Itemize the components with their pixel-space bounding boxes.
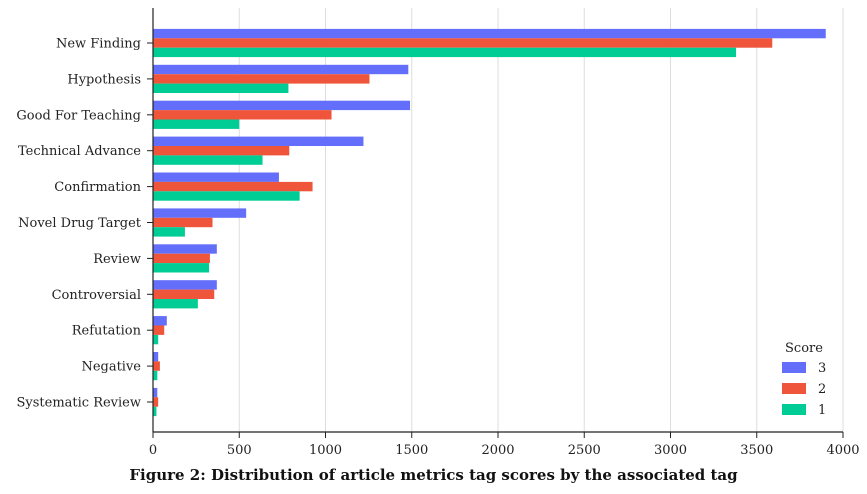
category-label: Negative [81, 360, 141, 375]
bar-novel-drug-target-score-2 [153, 217, 213, 228]
bar-technical-advance-score-1 [153, 155, 263, 165]
bar-systematic-review-score-2 [153, 397, 159, 407]
x-tick-label: 500 [227, 443, 252, 458]
bar-confirmation-score-1 [153, 191, 300, 201]
axes [147, 8, 844, 438]
bar-hypothesis-score-2 [153, 74, 370, 84]
bar-confirmation-score-2 [153, 181, 313, 192]
category-label: Review [93, 252, 141, 267]
bar-systematic-review-score-3 [153, 387, 158, 398]
category-label: Good For Teaching [16, 108, 141, 123]
x-tick-label: 0 [149, 443, 157, 458]
legend-label-1: 1 [818, 403, 826, 418]
category-label: Technical Advance [18, 144, 141, 159]
bar-novel-drug-target-score-1 [153, 227, 185, 237]
bar-negative-score-2 [153, 361, 160, 371]
x-tick-label: 4000 [826, 443, 859, 458]
category-label: Confirmation [54, 180, 141, 195]
bar-new-finding-score-3 [153, 28, 826, 39]
bar-systematic-review-score-1 [153, 406, 157, 417]
category-label: Systematic Review [16, 396, 141, 411]
legend-swatch-2 [782, 383, 806, 394]
x-tick-label: 2000 [481, 443, 514, 458]
bar-refutation-score-2 [153, 325, 165, 335]
bar-negative-score-3 [153, 352, 159, 362]
bar-new-finding-score-2 [153, 38, 773, 48]
legend-label-2: 2 [818, 382, 826, 397]
bar-good-for-teaching-score-1 [153, 119, 240, 129]
category-labels: New Finding Hypothesis Good For Teaching Te… [16, 37, 141, 411]
bar-technical-advance-score-2 [153, 146, 290, 156]
x-tick-label: 1500 [395, 443, 428, 458]
bars [153, 28, 826, 417]
category-label: Refutation [72, 324, 142, 339]
x-tick-label: 3500 [740, 443, 773, 458]
legend-swatch-1 [782, 404, 806, 415]
bar-review-score-3 [153, 244, 217, 254]
legend-title: Score [785, 341, 823, 356]
legend-swatch-3 [782, 362, 806, 373]
bar-review-score-1 [153, 263, 210, 273]
category-label: Hypothesis [67, 72, 141, 87]
x-tick-label: 2500 [568, 443, 601, 458]
bar-novel-drug-target-score-3 [153, 208, 247, 218]
bar-negative-score-1 [153, 370, 158, 381]
x-tick-labels: 0 500 1000 1500 2000 2500 3000 3500 4000 [149, 443, 860, 458]
legend: Score 3 2 1 [782, 341, 826, 418]
bar-good-for-teaching-score-2 [153, 110, 332, 120]
bar-controversial-score-3 [153, 280, 217, 290]
bar-refutation-score-3 [153, 316, 167, 326]
bar-technical-advance-score-3 [153, 136, 364, 146]
bar-controversial-score-1 [153, 299, 198, 309]
bar-controversial-score-2 [153, 289, 215, 299]
figure-caption: Figure 2: Distribution of article metric… [129, 466, 738, 484]
legend-label-3: 3 [818, 361, 826, 376]
bar-hypothesis-score-1 [153, 83, 289, 93]
category-label: Novel Drug Target [18, 216, 142, 231]
bar-good-for-teaching-score-3 [153, 100, 411, 111]
category-label: Controversial [52, 288, 141, 303]
bar-confirmation-score-3 [153, 172, 279, 182]
x-tick-label: 3000 [654, 443, 687, 458]
bar-refutation-score-1 [153, 334, 159, 345]
bar-review-score-2 [153, 253, 210, 264]
category-label: New Finding [56, 37, 141, 52]
bar-hypothesis-score-3 [153, 64, 409, 75]
x-tick-label: 1000 [309, 443, 342, 458]
bar-new-finding-score-1 [153, 47, 737, 58]
